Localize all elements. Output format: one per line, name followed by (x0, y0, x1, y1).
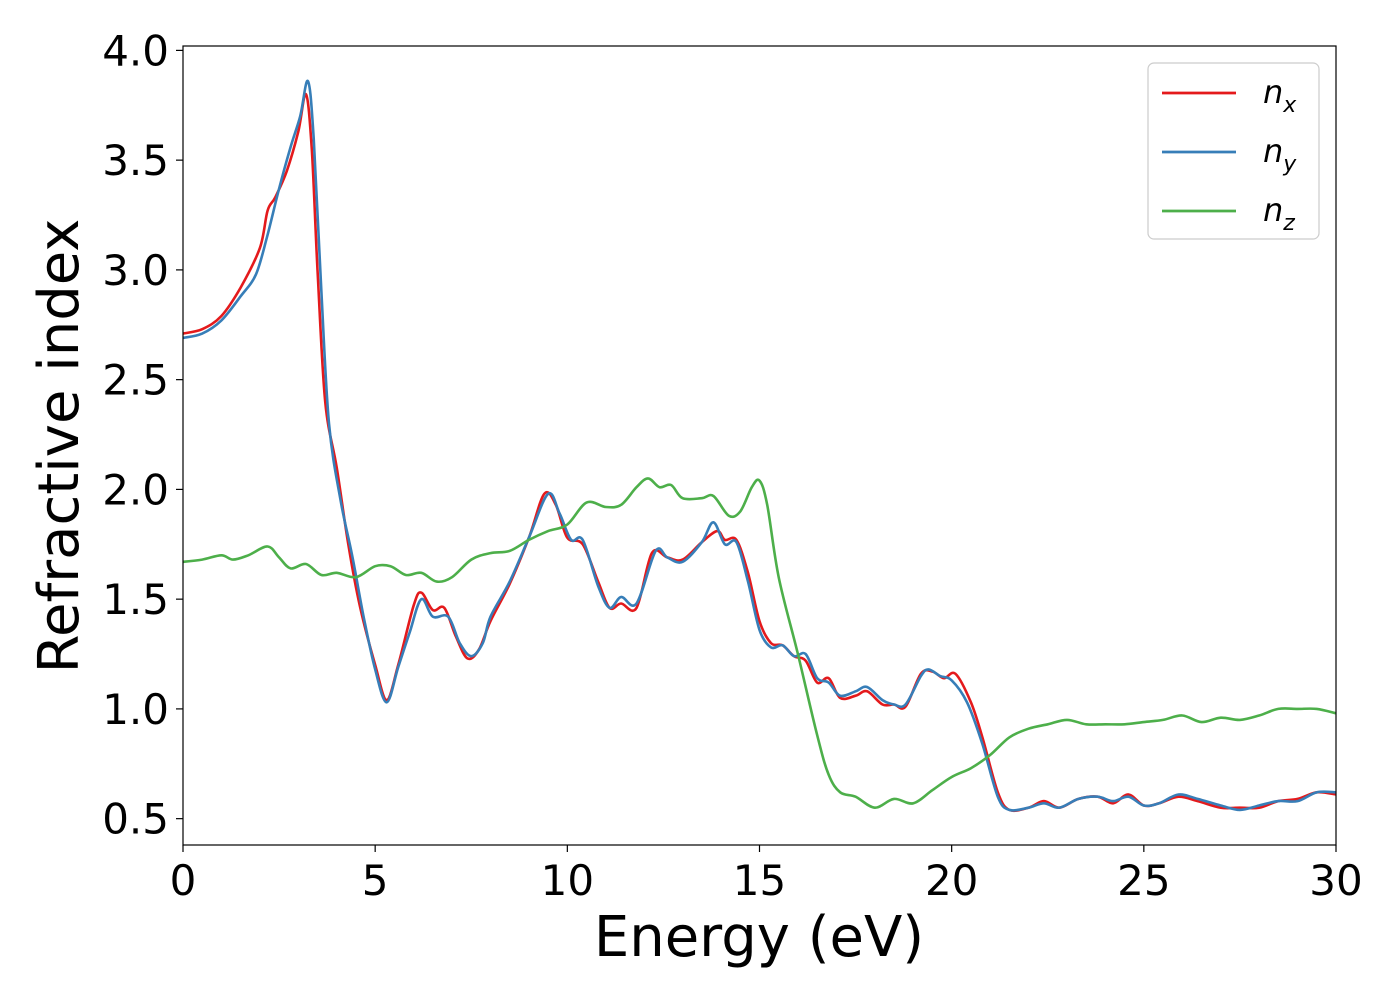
x-tick-label: 30 (1309, 856, 1362, 905)
x-tick-label: 5 (362, 856, 389, 905)
x-tick-label: 20 (925, 856, 978, 905)
y-tick-label: 1.0 (102, 685, 169, 734)
y-tick-label: 2.5 (102, 356, 169, 405)
legend-items: nx ny nz (1162, 73, 1297, 236)
y-tick-label: 0.5 (102, 795, 169, 844)
y-tick-label: 3.0 (102, 246, 169, 295)
legend-label-nz: nz (1263, 191, 1295, 236)
series-line-ny (182, 79, 1337, 812)
y-tick-label: 3.5 (102, 136, 169, 185)
y-tick-label: 2.0 (102, 465, 169, 514)
y-tick-label: 1.5 (102, 575, 169, 624)
series-line-nz (182, 477, 1337, 809)
x-tick-label: 25 (1117, 856, 1170, 905)
x-axis-title: Energy (eV) (594, 905, 924, 970)
series-layer (182, 79, 1337, 813)
x-axis-ticks: 0 5 10 15 20 25 30 (170, 845, 1363, 905)
y-tick-label: 4.0 (102, 26, 169, 75)
x-tick-label: 15 (733, 856, 786, 905)
x-tick-label: 10 (541, 856, 594, 905)
x-tick-label: 0 (170, 856, 197, 905)
legend: nx ny nz (1147, 62, 1320, 240)
y-axis-title: Refractive index (27, 219, 92, 674)
y-axis-ticks: 0.5 1.0 1.5 2.0 2.5 3.0 3.5 4.0 (102, 26, 183, 844)
legend-label-ny: ny (1263, 132, 1297, 177)
legend-label-nx: nx (1263, 73, 1297, 118)
